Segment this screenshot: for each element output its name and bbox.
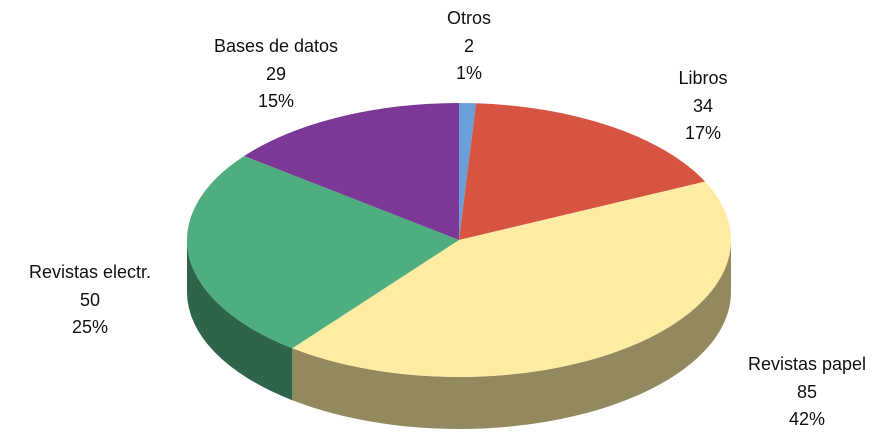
slice-percent: 25% <box>72 317 108 337</box>
pie-side <box>292 240 731 430</box>
slice-value: 85 <box>797 382 817 402</box>
slice-percent: 42% <box>789 409 825 429</box>
slice-value: 2 <box>464 36 474 56</box>
slice-label: Otros <box>447 8 491 28</box>
slice-label: Bases de datos <box>214 36 338 56</box>
slice-label: Revistas papel <box>748 354 866 374</box>
slice-percent: 15% <box>258 91 294 111</box>
pie-side <box>187 240 293 401</box>
slice-value: 29 <box>266 64 286 84</box>
slice-value: 34 <box>693 96 713 116</box>
pie-slice <box>459 103 477 240</box>
slice-value: 50 <box>80 290 100 310</box>
pie-slice <box>459 103 706 240</box>
slice-label: Libros <box>678 68 727 88</box>
slice-percent: 17% <box>685 123 721 143</box>
pie-slice <box>186 156 459 349</box>
slice-label: Revistas electr. <box>29 262 151 282</box>
slice-percent: 1% <box>456 63 482 83</box>
pie-slice <box>244 103 459 240</box>
pie-slice <box>292 181 732 378</box>
